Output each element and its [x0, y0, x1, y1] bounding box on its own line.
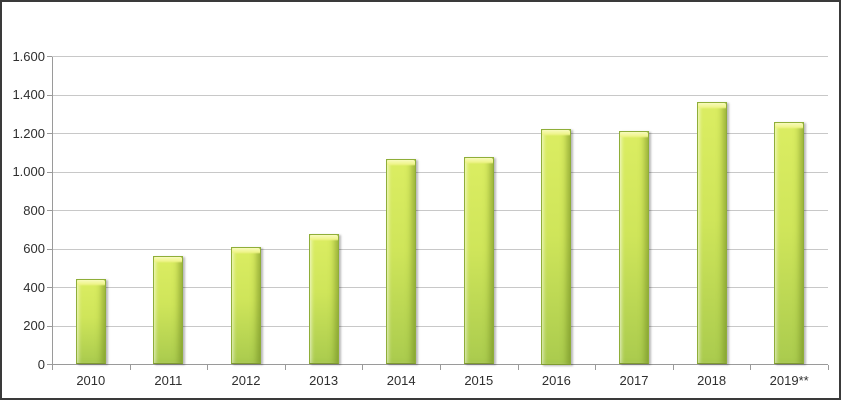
bar-2015 — [463, 156, 494, 365]
bar-2012 — [231, 247, 261, 365]
gridline-1000 — [52, 171, 828, 173]
y-tick-600 — [47, 248, 52, 250]
bar-2018 — [696, 101, 727, 365]
bar-2019 — [774, 121, 805, 365]
x-tick-6 — [517, 365, 519, 370]
gridline-1200 — [52, 133, 828, 134]
gridline-400 — [52, 287, 828, 288]
x-tick-8 — [672, 365, 674, 370]
gridline-1600 — [52, 56, 828, 57]
x-axis-line — [47, 364, 828, 365]
y-tick-label-600: 600 — [23, 241, 45, 256]
y-tick-200 — [47, 325, 52, 327]
x-tick-9 — [750, 365, 752, 370]
x-tick-label-2010: 2010 — [76, 372, 106, 388]
x-tick-label-2018: 2018 — [697, 372, 727, 388]
y-tick-label-400: 400 — [23, 279, 45, 295]
y-tick-1400 — [47, 94, 52, 96]
x-tick-label-2012: 2012 — [231, 372, 261, 388]
x-tick-label-2013: 2013 — [309, 372, 339, 388]
y-tick-label-200: 200 — [23, 318, 45, 333]
bar-2010 — [75, 278, 106, 365]
x-tick-0 — [52, 365, 53, 370]
bar-2017 — [619, 130, 649, 365]
bar-2011 — [153, 255, 184, 365]
bar-2014 — [386, 158, 417, 365]
x-tick-label-2014: 2014 — [386, 372, 416, 388]
x-tick-4 — [362, 365, 364, 370]
y-tick-label-1200: 1.200 — [12, 125, 45, 141]
x-tick-2 — [207, 365, 209, 370]
gridline-200 — [52, 325, 828, 327]
y-tick-1000 — [47, 171, 52, 173]
x-tick-10 — [828, 365, 829, 370]
bar-2013 — [308, 233, 339, 365]
x-tick-label-2016: 2016 — [541, 372, 571, 388]
gridline-1400 — [52, 94, 828, 96]
bar-2016 — [541, 128, 572, 365]
x-tick-label-2017: 2017 — [619, 372, 649, 388]
gridline-800 — [52, 210, 828, 211]
y-tick-800 — [47, 210, 52, 211]
x-tick-3 — [284, 365, 286, 370]
y-tick-label-0: 0 — [37, 356, 45, 372]
y-tick-1200 — [47, 133, 52, 134]
x-tick-label-2019: 2019** — [769, 372, 809, 388]
y-axis-line — [52, 56, 53, 365]
y-tick-400 — [47, 287, 52, 288]
y-tick-1600 — [47, 56, 52, 57]
y-tick-label-1000: 1.000 — [12, 164, 45, 179]
x-tick-1 — [129, 365, 131, 370]
x-tick-7 — [595, 365, 597, 370]
gridline-600 — [52, 248, 828, 250]
y-tick-label-1600: 1.600 — [12, 48, 45, 64]
y-tick-label-1400: 1.400 — [12, 87, 45, 102]
x-tick-label-2011: 2011 — [154, 372, 183, 388]
x-tick-label-2015: 2015 — [464, 372, 494, 388]
x-tick-5 — [440, 365, 441, 370]
y-tick-label-800: 800 — [23, 202, 45, 218]
